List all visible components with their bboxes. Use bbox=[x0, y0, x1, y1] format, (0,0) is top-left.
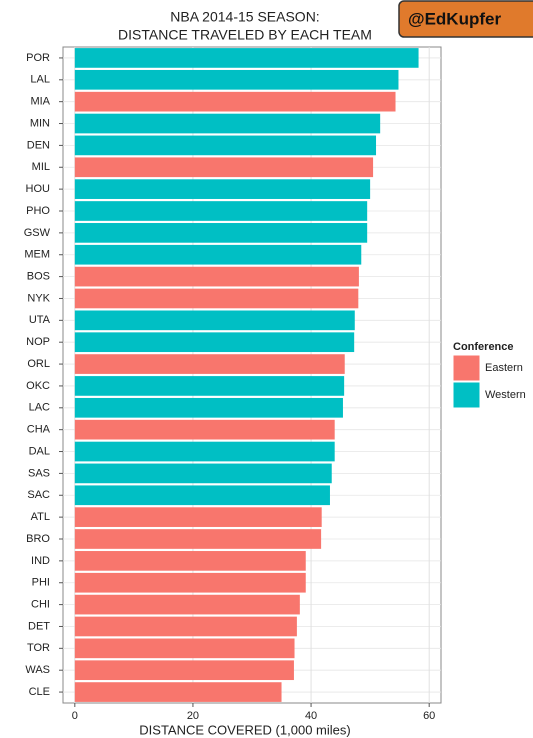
bar bbox=[74, 419, 335, 440]
y-tick-label: DAL bbox=[29, 445, 50, 457]
bar bbox=[74, 310, 355, 331]
y-tick-label: OKC bbox=[26, 380, 50, 392]
bar bbox=[74, 397, 343, 418]
bar bbox=[74, 551, 306, 571]
y-tick-label: MEM bbox=[24, 249, 50, 261]
x-axis-label: DISTANCE COVERED (1,000 miles) bbox=[139, 722, 350, 737]
y-tick-label: MIL bbox=[32, 161, 50, 173]
y-tick-label: MIN bbox=[30, 117, 50, 129]
y-tick-label: UTA bbox=[29, 314, 51, 326]
bar bbox=[74, 48, 419, 68]
y-tick-label: NOP bbox=[26, 336, 50, 348]
x-tick-label: 40 bbox=[305, 710, 317, 722]
legend-key bbox=[452, 354, 481, 382]
x-tick-label: 0 bbox=[72, 710, 78, 722]
bar bbox=[74, 354, 345, 374]
bar bbox=[74, 223, 368, 243]
bar bbox=[74, 594, 300, 615]
watermark: @EdKupfer bbox=[408, 9, 501, 28]
y-tick-label: ORL bbox=[27, 358, 50, 370]
legend-label: Eastern bbox=[485, 362, 523, 374]
bar bbox=[74, 463, 332, 484]
y-tick-label: BOS bbox=[27, 271, 50, 283]
bar bbox=[74, 376, 345, 396]
bar bbox=[74, 485, 330, 506]
bar bbox=[74, 682, 282, 702]
y-tick-label: CLE bbox=[29, 686, 50, 698]
bar bbox=[74, 113, 381, 134]
y-tick-label: TOR bbox=[27, 642, 50, 654]
y-tick-label: POR bbox=[26, 52, 50, 64]
bar bbox=[74, 179, 371, 199]
bar bbox=[74, 616, 297, 637]
y-tick-label: PHO bbox=[26, 205, 50, 217]
x-tick-label: 20 bbox=[187, 710, 199, 722]
y-tick-label: HOU bbox=[26, 183, 51, 195]
chart-subtitle: DISTANCE TRAVELED BY EACH TEAM bbox=[118, 27, 372, 43]
bar bbox=[74, 201, 368, 221]
bar bbox=[74, 266, 359, 287]
y-tick-label: ATL bbox=[31, 511, 50, 523]
y-tick-label: NYK bbox=[27, 292, 50, 304]
y-tick-label: CHI bbox=[31, 599, 50, 611]
y-tick-label: MIA bbox=[30, 96, 50, 108]
legend-label: Western bbox=[485, 389, 526, 401]
y-tick-label: CHA bbox=[27, 424, 51, 436]
bar bbox=[74, 69, 399, 90]
bar bbox=[74, 288, 359, 309]
plot-panel bbox=[62, 46, 442, 704]
legend-title: Conference bbox=[453, 341, 514, 353]
bar bbox=[74, 157, 374, 178]
y-tick-label: SAC bbox=[27, 489, 50, 501]
bar bbox=[74, 441, 335, 462]
y-tick-label: SAS bbox=[28, 467, 50, 479]
y-tick-label: LAC bbox=[29, 402, 50, 414]
y-tick-label: DEN bbox=[27, 139, 50, 151]
chart-title: NBA 2014-15 SEASON: bbox=[170, 9, 319, 25]
y-tick-label: DET bbox=[28, 620, 50, 632]
x-tick-label: 60 bbox=[423, 710, 435, 722]
bar bbox=[74, 332, 355, 353]
y-tick-label: PHI bbox=[32, 577, 50, 589]
bar bbox=[74, 572, 306, 593]
bar bbox=[74, 660, 294, 681]
bar bbox=[74, 529, 322, 549]
bar bbox=[74, 638, 295, 659]
y-tick-label: GSW bbox=[24, 227, 51, 239]
bar bbox=[74, 507, 322, 527]
y-tick-label: LAL bbox=[30, 74, 50, 86]
y-tick-label: IND bbox=[31, 555, 50, 567]
bar bbox=[74, 91, 396, 112]
bar bbox=[74, 244, 362, 265]
legend-key bbox=[452, 381, 481, 409]
watermark-box bbox=[398, 0, 533, 38]
bar bbox=[74, 135, 377, 156]
y-tick-label: WAS bbox=[25, 664, 50, 676]
y-tick-label: BRO bbox=[26, 533, 50, 545]
